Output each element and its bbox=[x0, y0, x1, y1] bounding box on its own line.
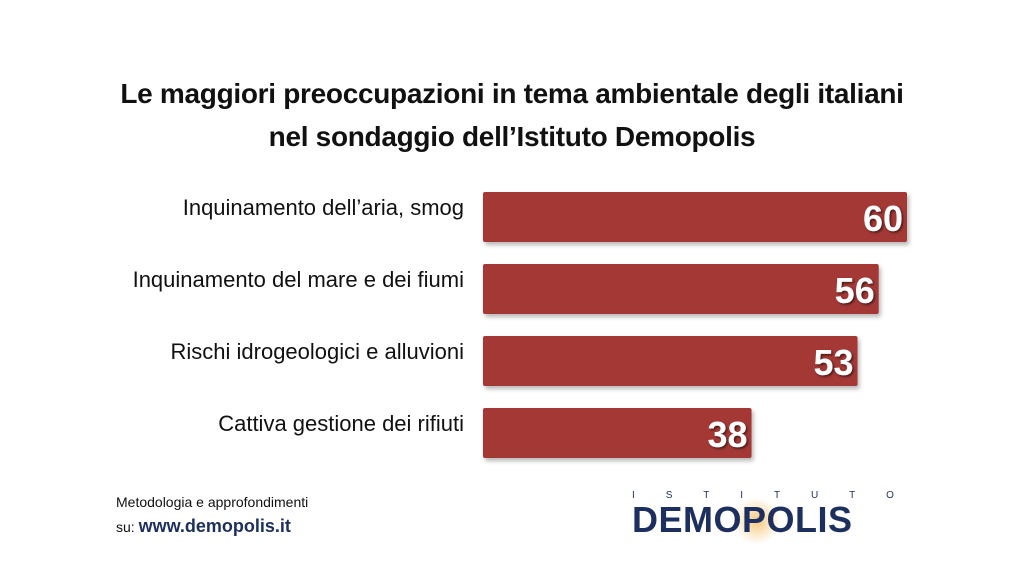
logo-letter: I bbox=[740, 490, 744, 501]
category-label: Rischi idrogeologici e alluvioni bbox=[171, 339, 465, 364]
website-link[interactable]: www.demopolis.it bbox=[138, 516, 291, 536]
category-label: Inquinamento del mare e dei fiumi bbox=[133, 267, 464, 292]
value-label: 60 bbox=[863, 198, 903, 239]
logo-letter: I bbox=[632, 490, 635, 501]
value-label: 56 bbox=[835, 270, 875, 311]
bar-2 bbox=[483, 336, 858, 386]
methodology-note: Metodologia e approfondimenti su: www.de… bbox=[116, 492, 308, 537]
chart-title-line-2: nel sondaggio dell’Istituto Demopolis bbox=[268, 121, 756, 152]
category-label: Inquinamento dell’aria, smog bbox=[183, 195, 464, 220]
logo-letter: T bbox=[849, 490, 856, 501]
value-label: 53 bbox=[813, 342, 853, 383]
logo-letter: O bbox=[886, 490, 894, 501]
methodology-text: Metodologia e approfondimenti bbox=[116, 494, 309, 510]
logo-letter: S bbox=[665, 490, 673, 501]
methodology-prefix: su: bbox=[116, 519, 135, 535]
bar-3 bbox=[483, 408, 752, 458]
chart-title-line-1: Le maggiori preoccupazioni in tema ambie… bbox=[120, 78, 904, 109]
logo-letter: T bbox=[773, 490, 781, 501]
logo-letter: T bbox=[703, 490, 710, 501]
bars-group: Inquinamento dell’aria, smog 60 Inquinamen… bbox=[133, 192, 907, 458]
logo-top-letters: I S T I T U T O bbox=[632, 490, 894, 501]
logo-sun-icon bbox=[734, 498, 780, 544]
value-label: 38 bbox=[707, 414, 747, 455]
logo-wordmark: DEMOPOLIS bbox=[632, 499, 853, 540]
demopolis-logo: I S T I T U T O DEMOPOLIS bbox=[632, 490, 894, 544]
logo-letter: U bbox=[810, 490, 819, 501]
category-label: Cattiva gestione dei rifiuti bbox=[218, 411, 464, 436]
bar-0 bbox=[483, 192, 907, 242]
bar-1 bbox=[483, 264, 879, 314]
